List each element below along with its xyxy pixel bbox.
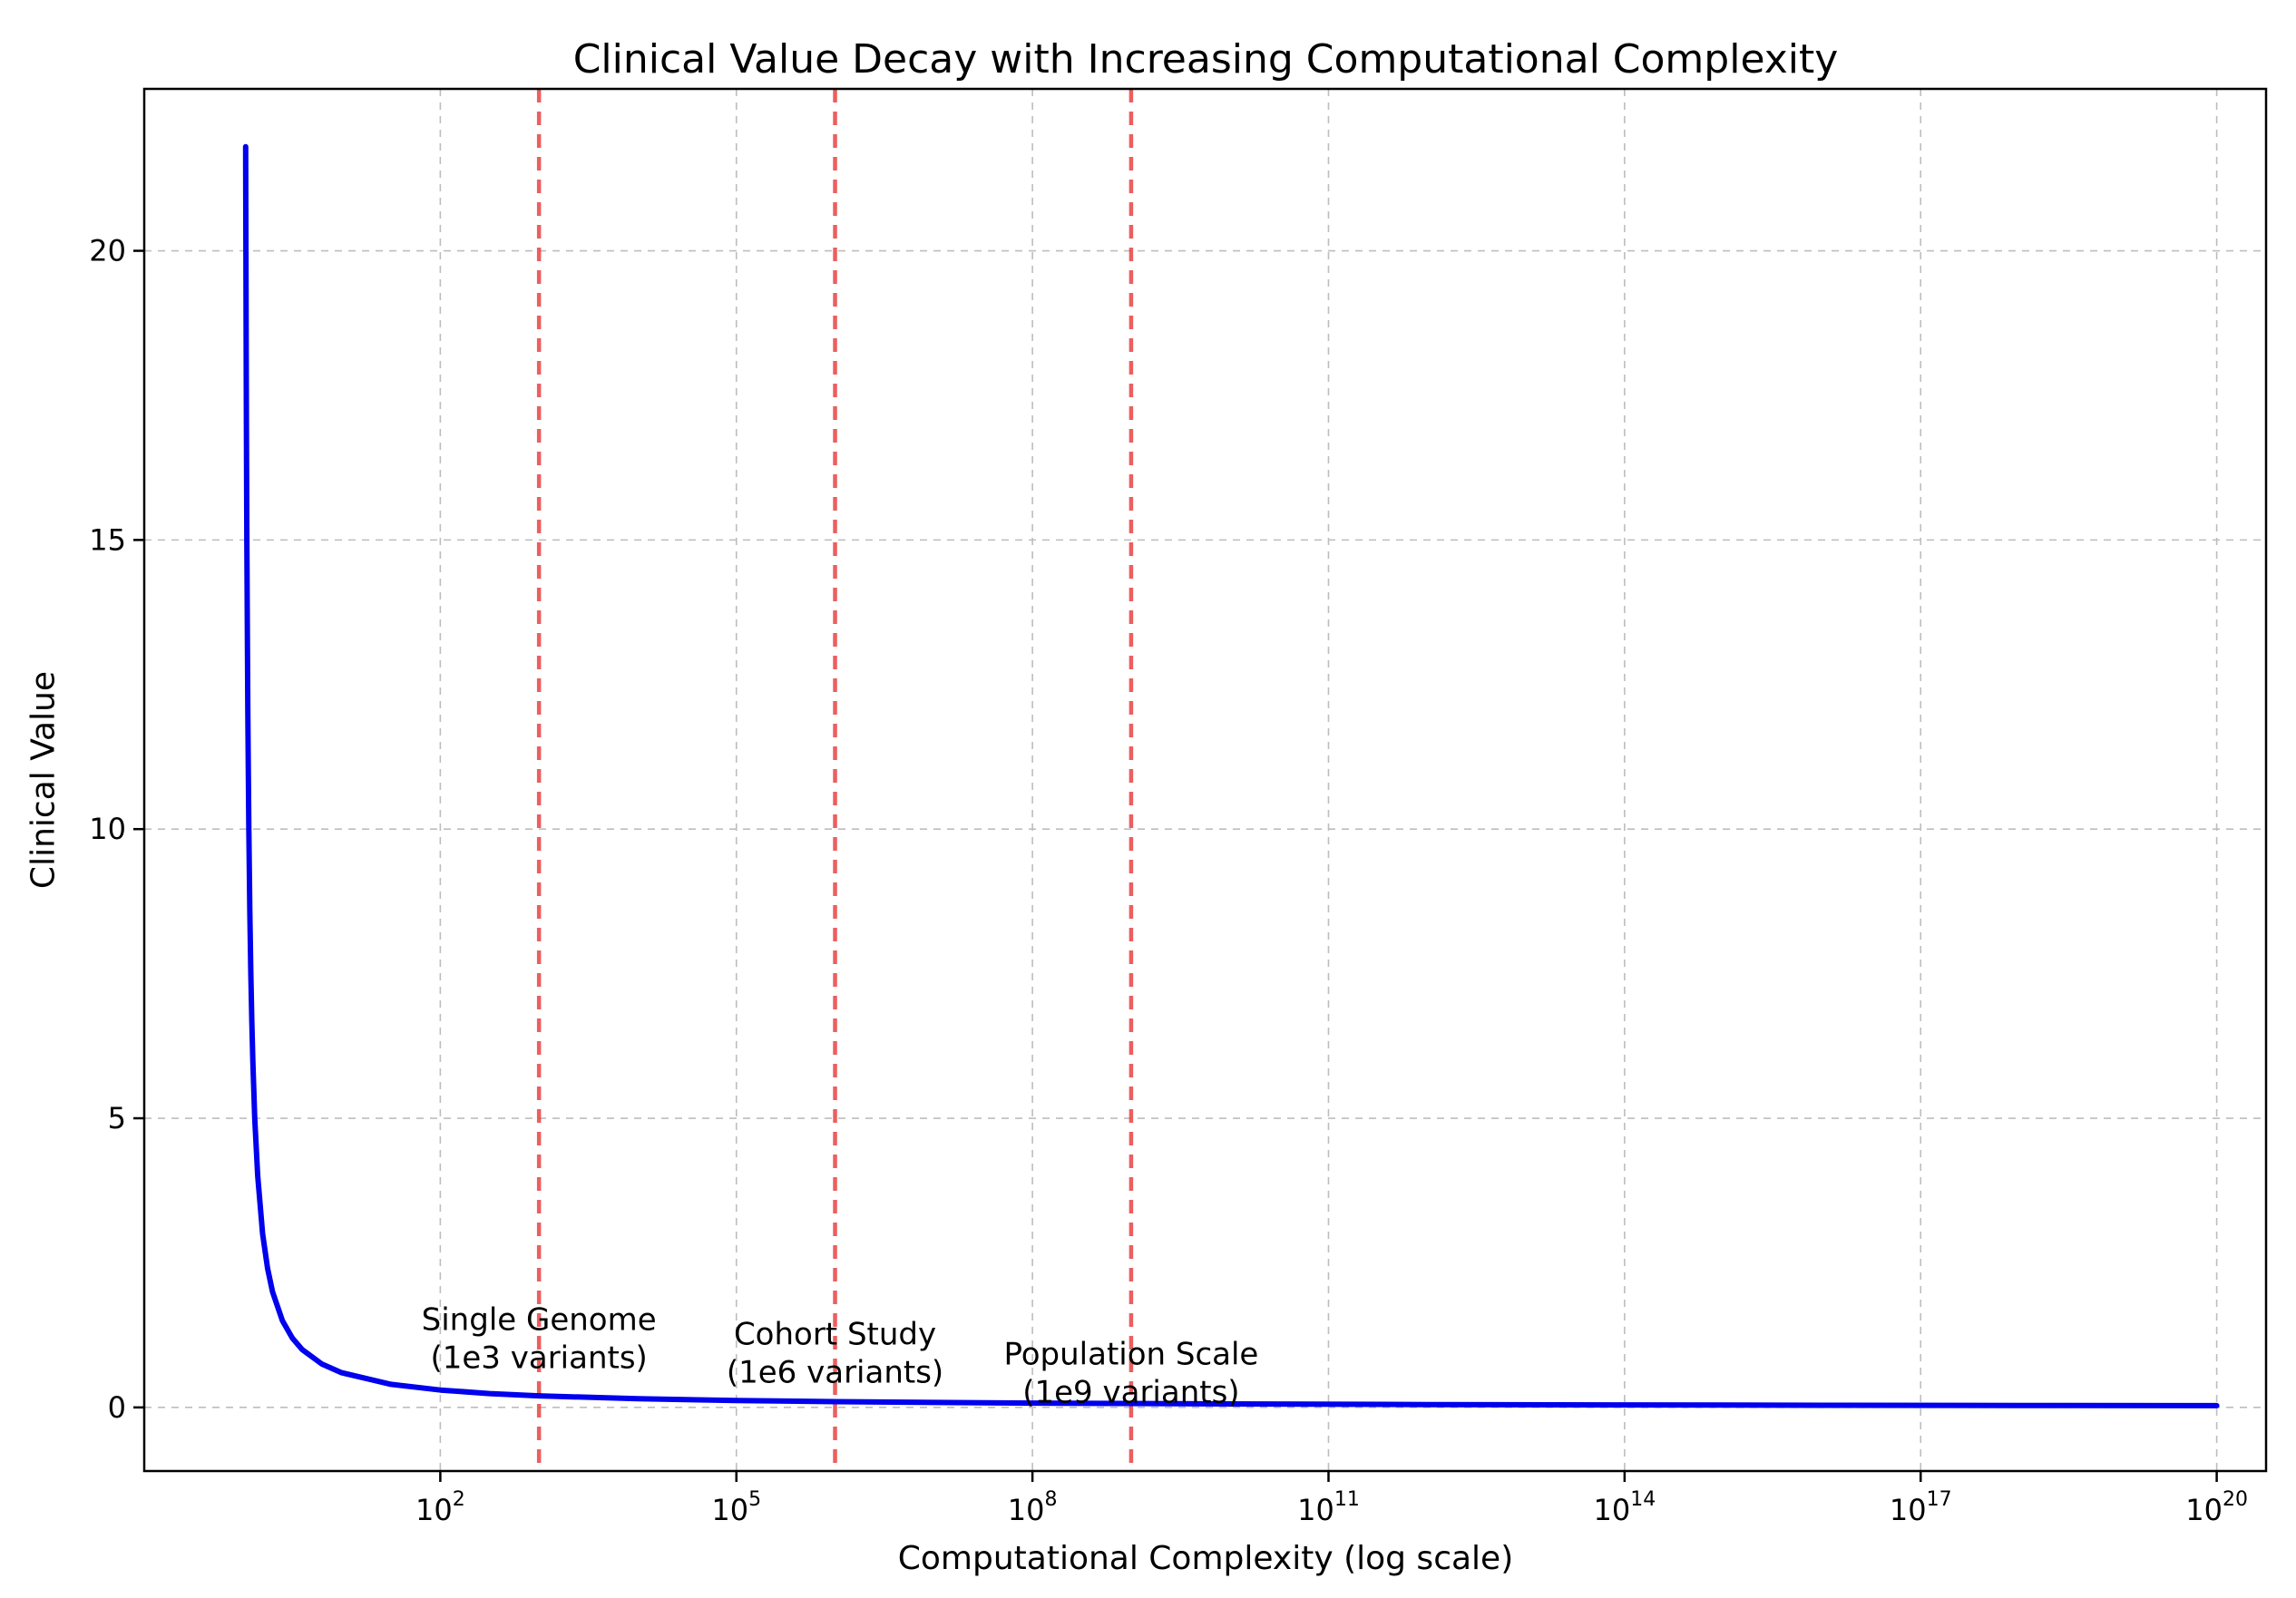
annotation-line1: Single Genome xyxy=(422,1301,657,1338)
y-axis-label: Clinical Value xyxy=(24,670,63,890)
x-tick-label: 1014 xyxy=(1594,1488,1656,1527)
x-tick-label: 1011 xyxy=(1297,1488,1360,1527)
annotation-line2: (1e9 variants) xyxy=(1022,1375,1239,1411)
x-tick-label: 1020 xyxy=(2185,1488,2248,1527)
y-tick-label: 0 xyxy=(108,1390,126,1425)
x-axis-label: Computational Complexity (log scale) xyxy=(897,1540,1514,1577)
y-tick-label: 15 xyxy=(89,522,126,557)
x-tick-label: 105 xyxy=(711,1488,761,1527)
y-tick-label: 5 xyxy=(108,1101,126,1135)
axes-box xyxy=(142,87,2268,1473)
y-tick-label: 10 xyxy=(89,812,126,846)
y-tick-label: 20 xyxy=(89,234,126,268)
vlines-layer xyxy=(536,89,1134,1471)
chart-title: Clinical Value Decay with Increasing Com… xyxy=(572,36,1839,83)
x-tick-label: 1017 xyxy=(1890,1488,1952,1527)
annotations-layer: Single Genome(1e3 variants)Cohort Study(… xyxy=(422,1301,1259,1410)
annotation-line1: Cohort Study xyxy=(734,1316,936,1352)
clinical-value-curve xyxy=(242,143,2220,1408)
ticks-layer xyxy=(133,249,2218,1482)
annotation-line2: (1e3 variants) xyxy=(430,1340,647,1376)
annotation-line2: (1e6 variants) xyxy=(727,1354,943,1390)
grid-layer xyxy=(144,89,2266,1471)
tick-labels-layer: 0 5 10 15 20 102 105 108 1011 1014 1017 1020 xyxy=(89,234,2248,1527)
x-tick-label: 102 xyxy=(415,1488,465,1527)
x-tick-label: 108 xyxy=(1008,1488,1058,1527)
annotation-line1: Population Scale xyxy=(1003,1337,1258,1373)
